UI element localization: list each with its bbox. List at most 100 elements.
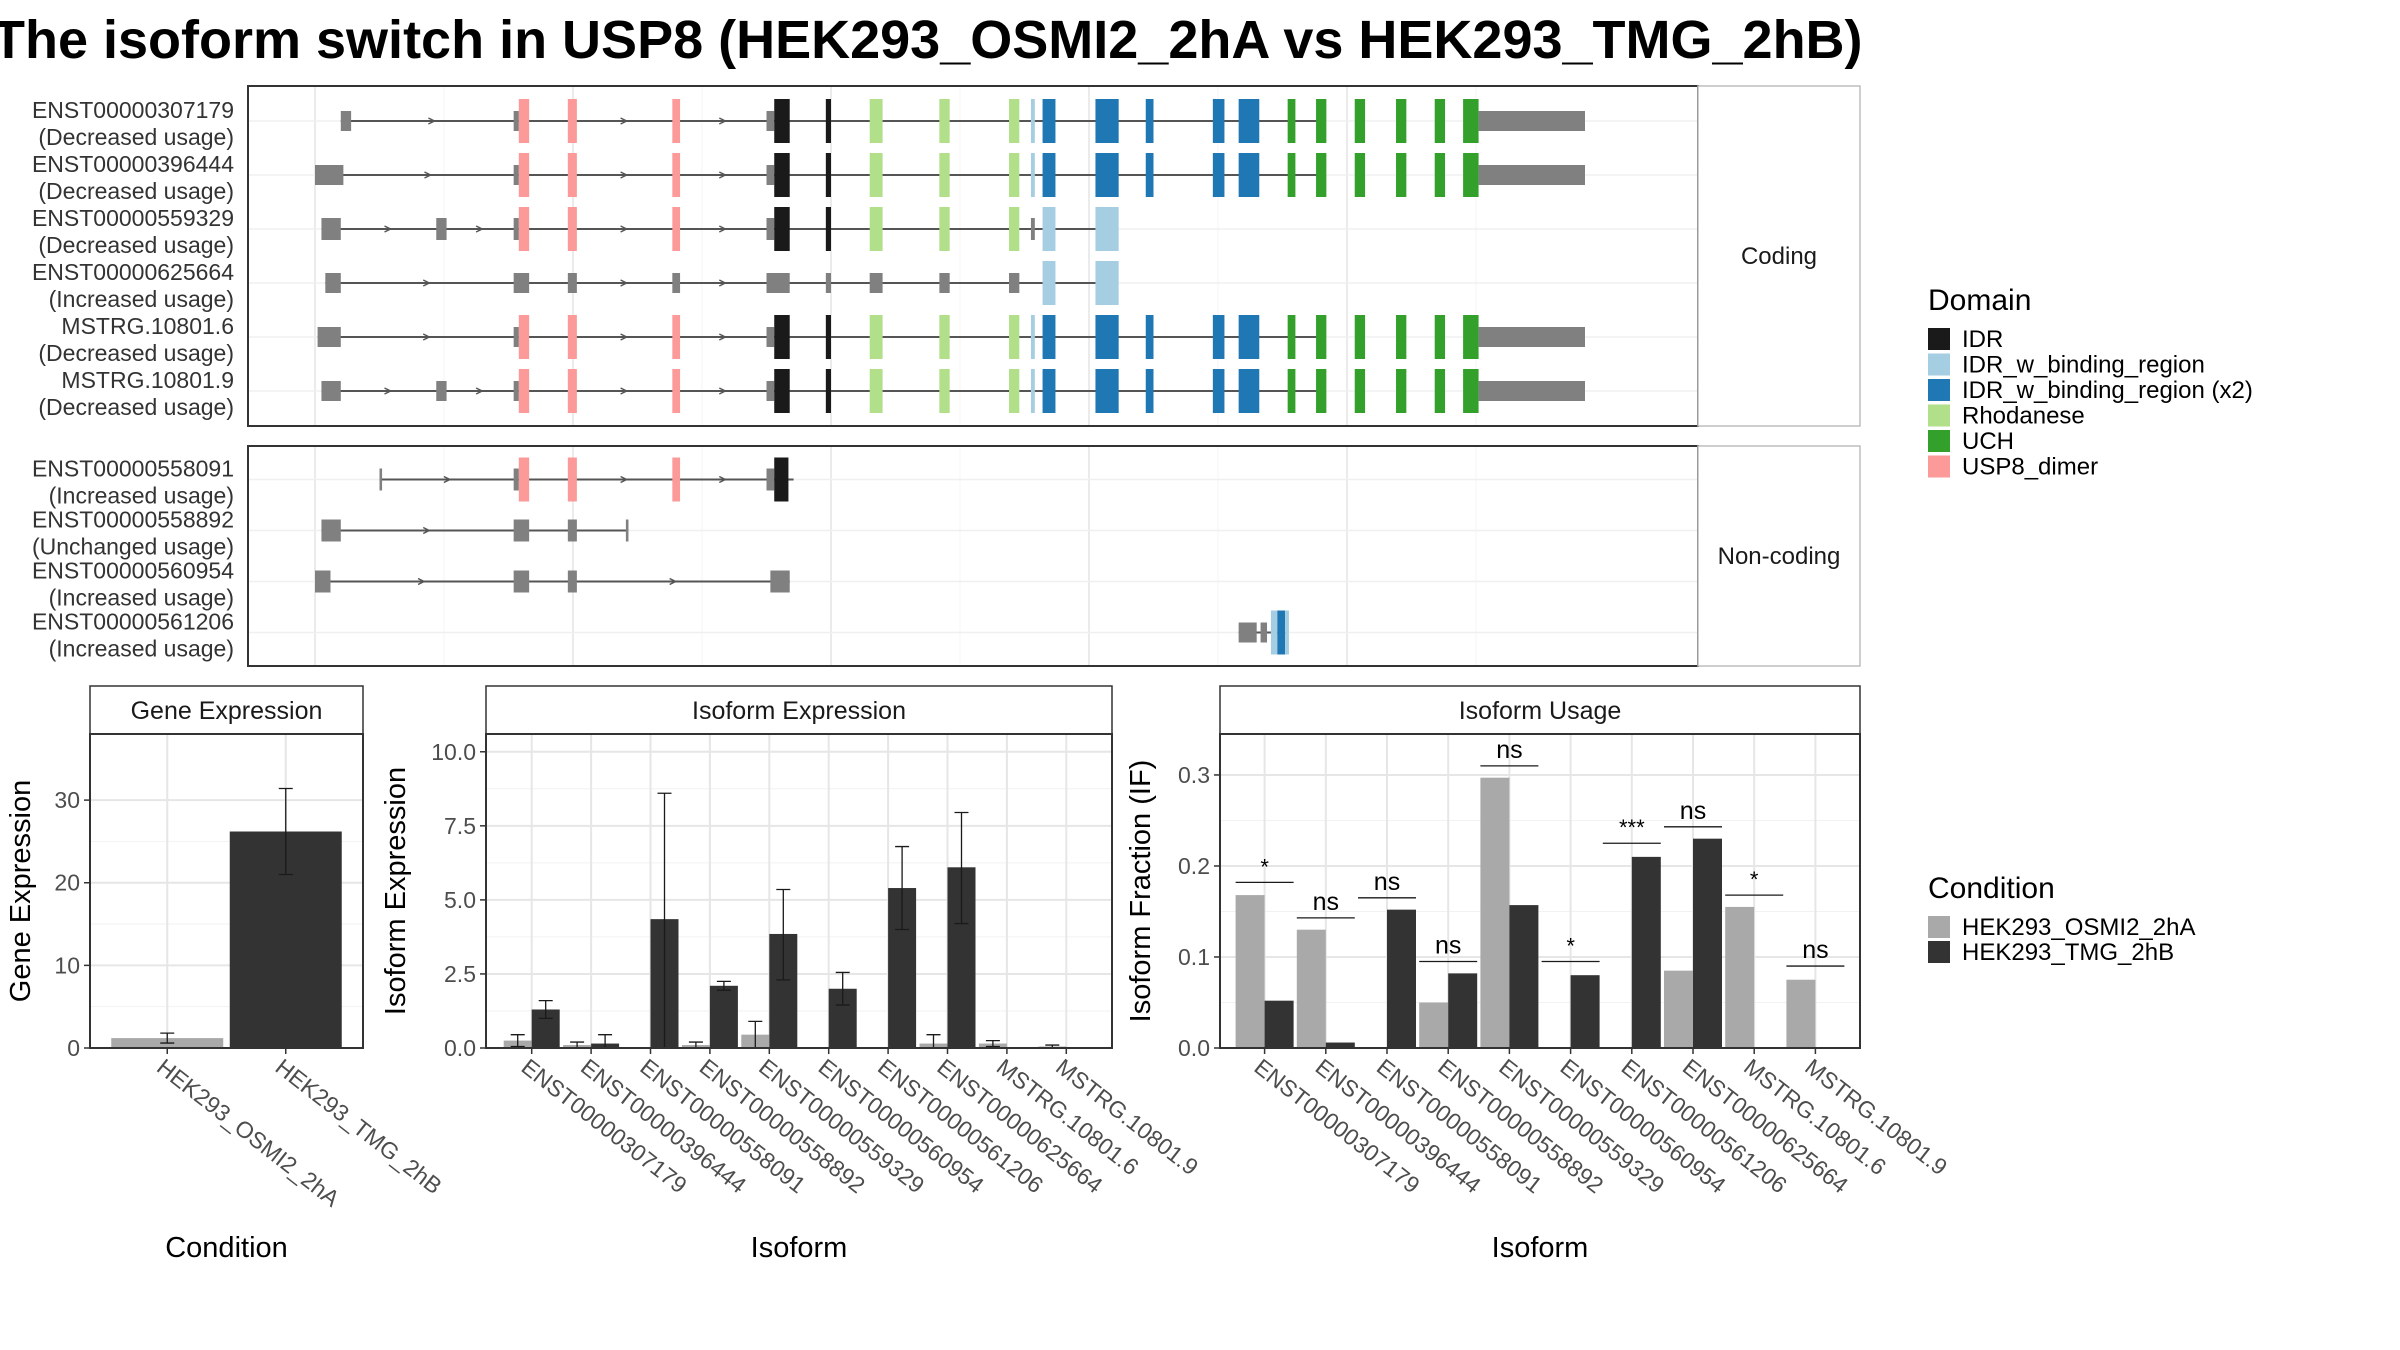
plot-frame — [89, 733, 364, 1049]
exon-block — [513, 468, 519, 491]
transcript-id-label: ENST00000396444 — [32, 151, 234, 177]
exon-block — [513, 327, 519, 347]
domain-legend-key — [1928, 430, 1950, 452]
exon-block — [1434, 369, 1446, 413]
exon-block — [513, 519, 530, 542]
exon-block — [1009, 273, 1020, 293]
utr-block — [1478, 165, 1585, 185]
exon-block — [1238, 153, 1260, 197]
error-bar — [895, 845, 910, 931]
bar — [1786, 979, 1816, 1048]
exon-block — [1030, 218, 1035, 240]
y-tick-label: 7.5 — [444, 813, 476, 839]
y-tick-label: 5.0 — [444, 887, 476, 913]
exon-block — [567, 570, 577, 593]
exon-block — [340, 111, 352, 131]
y-axis-title: Isoform Fraction (IF) — [1125, 760, 1157, 1023]
exon-block — [825, 273, 831, 293]
condition-legend-title: Condition — [1928, 872, 2055, 905]
exon-block — [766, 111, 775, 131]
exon-block — [1009, 99, 1020, 143]
exon-block — [770, 570, 790, 593]
domain-legend-label: Rhodanese — [1962, 403, 2085, 430]
transcript-id-label: MSTRG.10801.6 — [61, 313, 234, 339]
exon-block — [513, 570, 530, 593]
exon-block — [825, 315, 831, 359]
bar — [1693, 838, 1722, 1048]
significance-label: * — [1750, 867, 1759, 892]
exon-block — [1287, 369, 1296, 413]
intron-direction-arrow — [422, 333, 431, 341]
exon-block — [869, 369, 883, 413]
condition-legend-label: HEK293_TMG_2hB — [1962, 939, 2174, 966]
intron-direction-arrow — [620, 225, 629, 233]
exon-block — [1354, 369, 1366, 413]
exon-block — [766, 468, 775, 491]
exon-block — [1212, 369, 1225, 413]
exon-block — [1316, 315, 1327, 359]
y-tick-label: 0.0 — [1178, 1035, 1210, 1061]
exon-block — [1145, 153, 1154, 197]
exon-block — [1316, 99, 1327, 143]
exon-block — [567, 519, 577, 542]
domain-legend-key — [1928, 379, 1950, 401]
exon-block — [1030, 369, 1035, 413]
exon-block — [672, 273, 681, 293]
exon-block — [321, 519, 341, 542]
exon-block — [1095, 99, 1119, 143]
exon-block — [1145, 369, 1154, 413]
noncoding-panel-background — [248, 446, 1698, 666]
transcript-usage-label: (Increased usage) — [49, 585, 234, 611]
exon-block — [766, 218, 775, 240]
exon-block — [672, 207, 681, 251]
domain-legend-label: UCH — [1962, 428, 2014, 455]
intron-direction-arrow — [417, 577, 426, 586]
exon-block — [1434, 153, 1446, 197]
error-bar — [985, 1039, 1000, 1048]
transcript-id-label: ENST00000307179 — [32, 97, 234, 123]
significance-label: ns — [1802, 936, 1828, 964]
exon-block — [1042, 315, 1056, 359]
intron-direction-arrow — [620, 279, 629, 287]
intron-direction-arrow — [718, 171, 727, 179]
plot-frame — [485, 733, 1113, 1049]
exon-block — [766, 273, 790, 293]
exon-block — [625, 519, 629, 542]
exon-block — [869, 273, 883, 293]
intron-direction-arrow — [718, 475, 727, 484]
exon-block — [939, 369, 950, 413]
exon-block — [774, 153, 790, 197]
panel-strip-title: Isoform Expression — [692, 697, 906, 725]
significance-label: * — [1566, 934, 1575, 959]
exon-block — [567, 99, 577, 143]
domain-legend-label: IDR_w_binding_region — [1962, 352, 2205, 379]
transcript-id-label: ENST00000558892 — [32, 507, 234, 533]
domain-legend-key — [1928, 353, 1950, 376]
exon-block — [1354, 99, 1366, 143]
exon-block — [939, 273, 950, 293]
panel-strip — [89, 685, 364, 735]
significance-label: ns — [1680, 797, 1706, 825]
exon-block — [1009, 315, 1020, 359]
exon-block — [1145, 315, 1154, 359]
exon-block — [774, 207, 790, 251]
panel-strip-title: Isoform Usage — [1459, 697, 1622, 725]
exon-block — [1316, 369, 1327, 413]
exon-block — [1396, 99, 1407, 143]
bar — [1570, 975, 1600, 1048]
exon-block — [1030, 315, 1035, 359]
exon-block — [1287, 315, 1296, 359]
exon-block — [672, 153, 681, 197]
exon-block — [1095, 315, 1119, 359]
exon-block — [567, 207, 577, 251]
exon-block — [518, 99, 530, 143]
exon-block — [1009, 369, 1020, 413]
exon-block — [1238, 369, 1260, 413]
bar — [709, 985, 738, 1048]
exon-block — [1238, 315, 1260, 359]
exon-block — [774, 99, 790, 143]
intron-direction-arrow — [422, 279, 431, 287]
y-tick-label: 20 — [54, 870, 80, 896]
coding-panel-strip-label: Coding — [1741, 243, 1817, 270]
y-tick-label: 10.0 — [431, 739, 476, 765]
